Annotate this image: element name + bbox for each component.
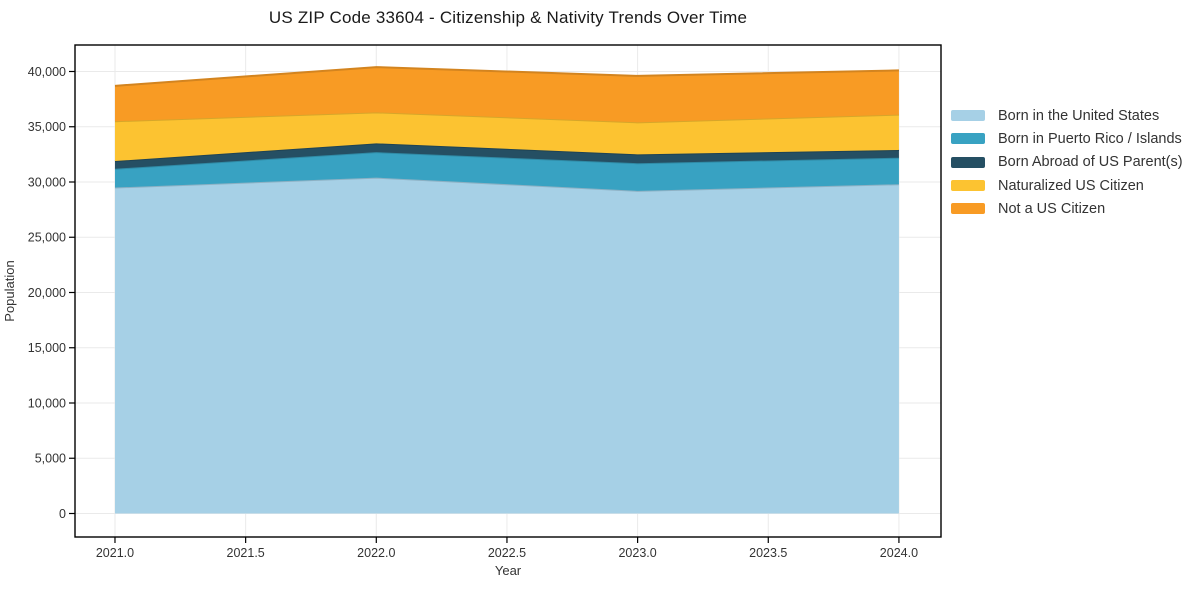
y-tick-label: 5,000: [35, 452, 66, 466]
y-tick-label: 0: [59, 507, 66, 521]
area-born-abroad-of-us-parent-s: [114, 143, 899, 169]
legend-label: Not a US Citizen: [998, 200, 1106, 217]
x-tick-label: 2022.0: [357, 546, 395, 560]
x-tick-label: 2023.0: [618, 546, 656, 560]
legend-swatch-icon: [951, 180, 985, 192]
legend: Born in the United States Born in Puerto …: [951, 104, 1183, 220]
legend-item: Not a US Citizen: [951, 197, 1183, 220]
legend-swatch-icon: [951, 133, 985, 145]
legend-swatch-icon: [951, 110, 985, 122]
legend-label: Born Abroad of US Parent(s): [998, 154, 1183, 171]
plot-border: [74, 44, 942, 538]
legend-swatch-icon: [951, 203, 985, 215]
area-born-in-the-united-states: [114, 177, 899, 514]
legend-label: Naturalized US Citizen: [998, 177, 1144, 194]
area-edge-born-in-the-united-states: [114, 176, 899, 192]
x-tick-label: 2023.5: [749, 546, 787, 560]
area-edge-born-abroad-of-us-parent-s: [114, 142, 899, 163]
legend-swatch-icon: [951, 156, 985, 168]
legend-label: Born in Puerto Rico / Islands: [998, 130, 1182, 147]
y-tick-label: 10,000: [28, 396, 66, 410]
y-tick-label: 15,000: [28, 341, 66, 355]
x-tick-label: 2022.5: [488, 546, 526, 560]
x-tick-label: 2021.0: [96, 546, 134, 560]
x-tick-label: 2024.0: [880, 546, 918, 560]
legend-item: Naturalized US Citizen: [951, 174, 1183, 197]
area-edge-not-a-us-citizen: [114, 66, 899, 87]
y-tick-label: 30,000: [28, 175, 66, 189]
legend-label: Born in the United States: [998, 107, 1160, 124]
legend-item: Born in the United States: [951, 104, 1183, 127]
y-tick-label: 35,000: [28, 120, 66, 134]
y-axis-title: Population: [2, 260, 17, 321]
y-tick-label: 25,000: [28, 231, 66, 245]
area-edge-born-in-puerto-rico-islands: [114, 151, 899, 170]
x-tick-label: 2021.5: [227, 546, 265, 560]
legend-item: Born in Puerto Rico / Islands: [951, 127, 1183, 150]
area-naturalized-us-citizen: [114, 112, 899, 162]
legend-item: Born Abroad of US Parent(s): [951, 151, 1183, 174]
y-tick-label: 20,000: [28, 286, 66, 300]
area-edge-naturalized-us-citizen: [114, 111, 899, 124]
x-axis-title: Year: [495, 563, 522, 578]
chart-title: US ZIP Code 33604 - Citizenship & Nativi…: [268, 8, 748, 27]
area-not-a-us-citizen: [114, 67, 899, 123]
y-tick-label: 40,000: [28, 65, 66, 79]
